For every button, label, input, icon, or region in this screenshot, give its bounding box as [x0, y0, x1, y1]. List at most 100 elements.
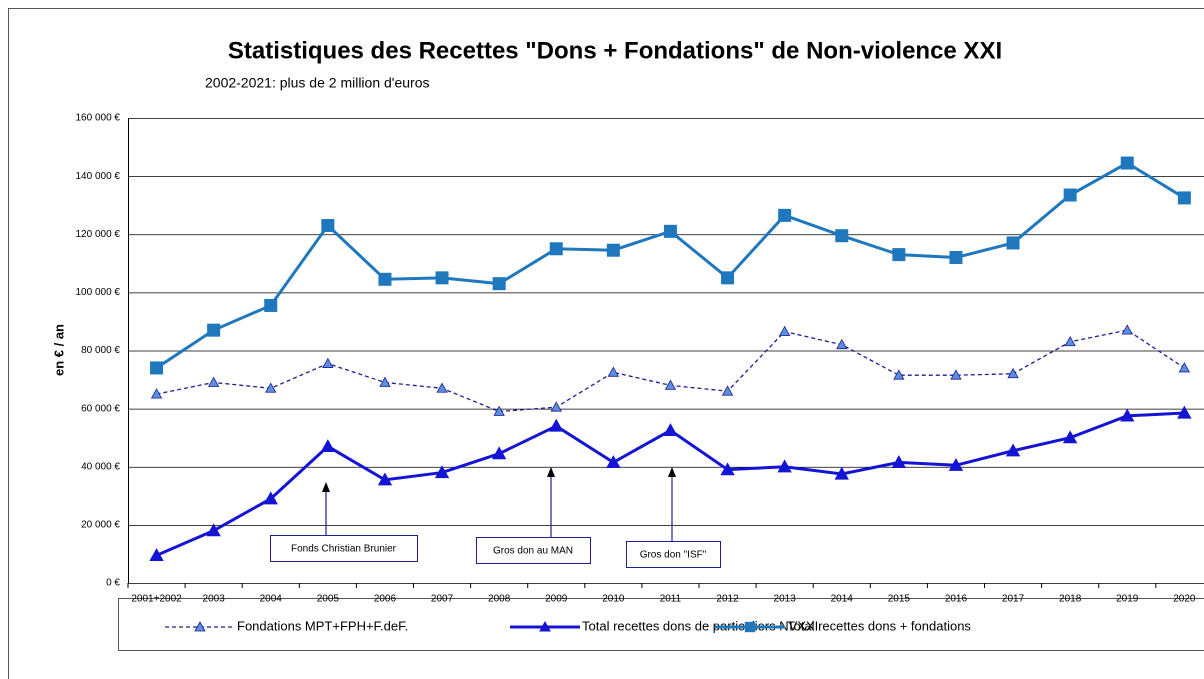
legend-label: Total recettes dons de particuliers NVXX…: [582, 618, 818, 633]
marker: [549, 242, 563, 256]
marker: [264, 298, 278, 312]
marker: [720, 462, 735, 476]
marker: [891, 455, 907, 468]
marker: [834, 466, 849, 480]
marker: [1005, 443, 1021, 457]
marker: [893, 369, 905, 380]
legend-frame: [118, 598, 1204, 651]
series-line: [155, 161, 1186, 370]
marker: [663, 224, 677, 238]
marker: [1006, 236, 1020, 250]
marker: [744, 621, 756, 633]
marker: [549, 418, 564, 432]
x-tick-label: 2005: [317, 594, 340, 605]
marker: [606, 455, 621, 468]
annotation-box: [270, 535, 418, 562]
annotation-text: Gros don au MAN: [493, 546, 573, 557]
marker: [322, 357, 334, 368]
marker: [207, 323, 221, 337]
marker: [1120, 408, 1135, 422]
x-tick-label: 2019: [1116, 594, 1139, 605]
annotation-arrowhead: [322, 482, 330, 492]
marker: [436, 382, 448, 393]
y-tick-label: 120 000 €: [76, 229, 121, 240]
y-tick-label: 60 000 €: [81, 403, 120, 414]
annotation-arrowhead: [668, 467, 676, 477]
marker: [721, 271, 735, 285]
marker: [320, 439, 336, 453]
marker: [207, 376, 220, 387]
marker: [149, 548, 164, 561]
x-tick-label: 2011: [660, 594, 682, 605]
marker: [379, 376, 391, 387]
x-tick-label: 2003: [203, 594, 226, 605]
marker: [607, 366, 620, 377]
x-tick-label: 2018: [1059, 594, 1082, 605]
marker: [721, 385, 734, 396]
legend-label: Total recettes dons + fondations: [787, 618, 971, 633]
x-tick-label: 2009: [545, 594, 568, 605]
marker: [493, 405, 505, 416]
marker: [206, 523, 221, 537]
marker: [434, 465, 450, 479]
marker: [663, 423, 678, 437]
marker: [836, 338, 848, 350]
x-tick-label: 2013: [774, 594, 797, 605]
series-line: [156, 329, 1185, 413]
y-tick-label: 80 000 €: [81, 345, 120, 356]
marker: [949, 251, 963, 264]
marker: [1178, 362, 1191, 373]
marker: [1062, 430, 1078, 444]
y-tick-label: 160 000 €: [76, 113, 121, 124]
marker: [1063, 188, 1077, 202]
chart-subtitle: 2002-2021: plus de 2 million d'euros: [205, 75, 430, 91]
x-tick-label: 2007: [431, 594, 454, 605]
marker: [778, 325, 791, 337]
marker: [835, 229, 849, 243]
x-tick-label: 2017: [1002, 594, 1025, 605]
y-tick-label: 20 000 €: [81, 520, 120, 531]
annotation-box: [626, 541, 721, 568]
marker: [664, 379, 677, 390]
marker: [377, 472, 393, 486]
marker: [435, 271, 449, 285]
y-axis-label: en € / an: [51, 324, 66, 376]
x-tick-label: 2016: [945, 594, 968, 605]
marker: [150, 388, 163, 399]
marker: [777, 459, 792, 473]
annotation-box: [476, 537, 591, 564]
marker: [263, 491, 278, 505]
x-tick-label: 2020: [1173, 594, 1196, 605]
annotation-text: Gros don "ISF": [640, 550, 707, 561]
y-tick-label: 140 000 €: [76, 171, 121, 182]
marker: [778, 208, 792, 222]
marker: [892, 248, 906, 262]
legend-label: Fondations MPT+FPH+F.deF.: [237, 618, 408, 633]
marker: [492, 277, 506, 291]
x-tick-label: 2004: [260, 594, 283, 605]
x-tick-label: 2008: [488, 594, 511, 605]
chart-frame: [8, 8, 1204, 679]
marker: [321, 219, 335, 233]
x-tick-label: 2012: [716, 594, 739, 605]
annotation-text: Fonds Christian Brunier: [291, 544, 397, 555]
marker: [1064, 335, 1076, 347]
annotation-arrowhead: [547, 467, 555, 477]
marker: [539, 620, 551, 632]
marker: [1121, 324, 1133, 335]
marker: [265, 382, 277, 393]
x-tick-label: 2014: [831, 594, 854, 605]
y-tick-label: 100 000 €: [76, 287, 121, 298]
marker: [150, 361, 164, 375]
x-tick-label: 2001+2002: [131, 594, 182, 605]
marker: [491, 446, 507, 460]
marker: [1007, 367, 1019, 379]
marker: [1177, 405, 1192, 419]
marker: [948, 457, 964, 471]
chart-title: Statistiques des Recettes "Dons + Fondat…: [228, 37, 1002, 64]
marker: [550, 401, 562, 412]
marker: [1177, 191, 1191, 205]
x-tick-label: 2015: [888, 594, 911, 605]
y-tick-label: 40 000 €: [81, 461, 120, 472]
